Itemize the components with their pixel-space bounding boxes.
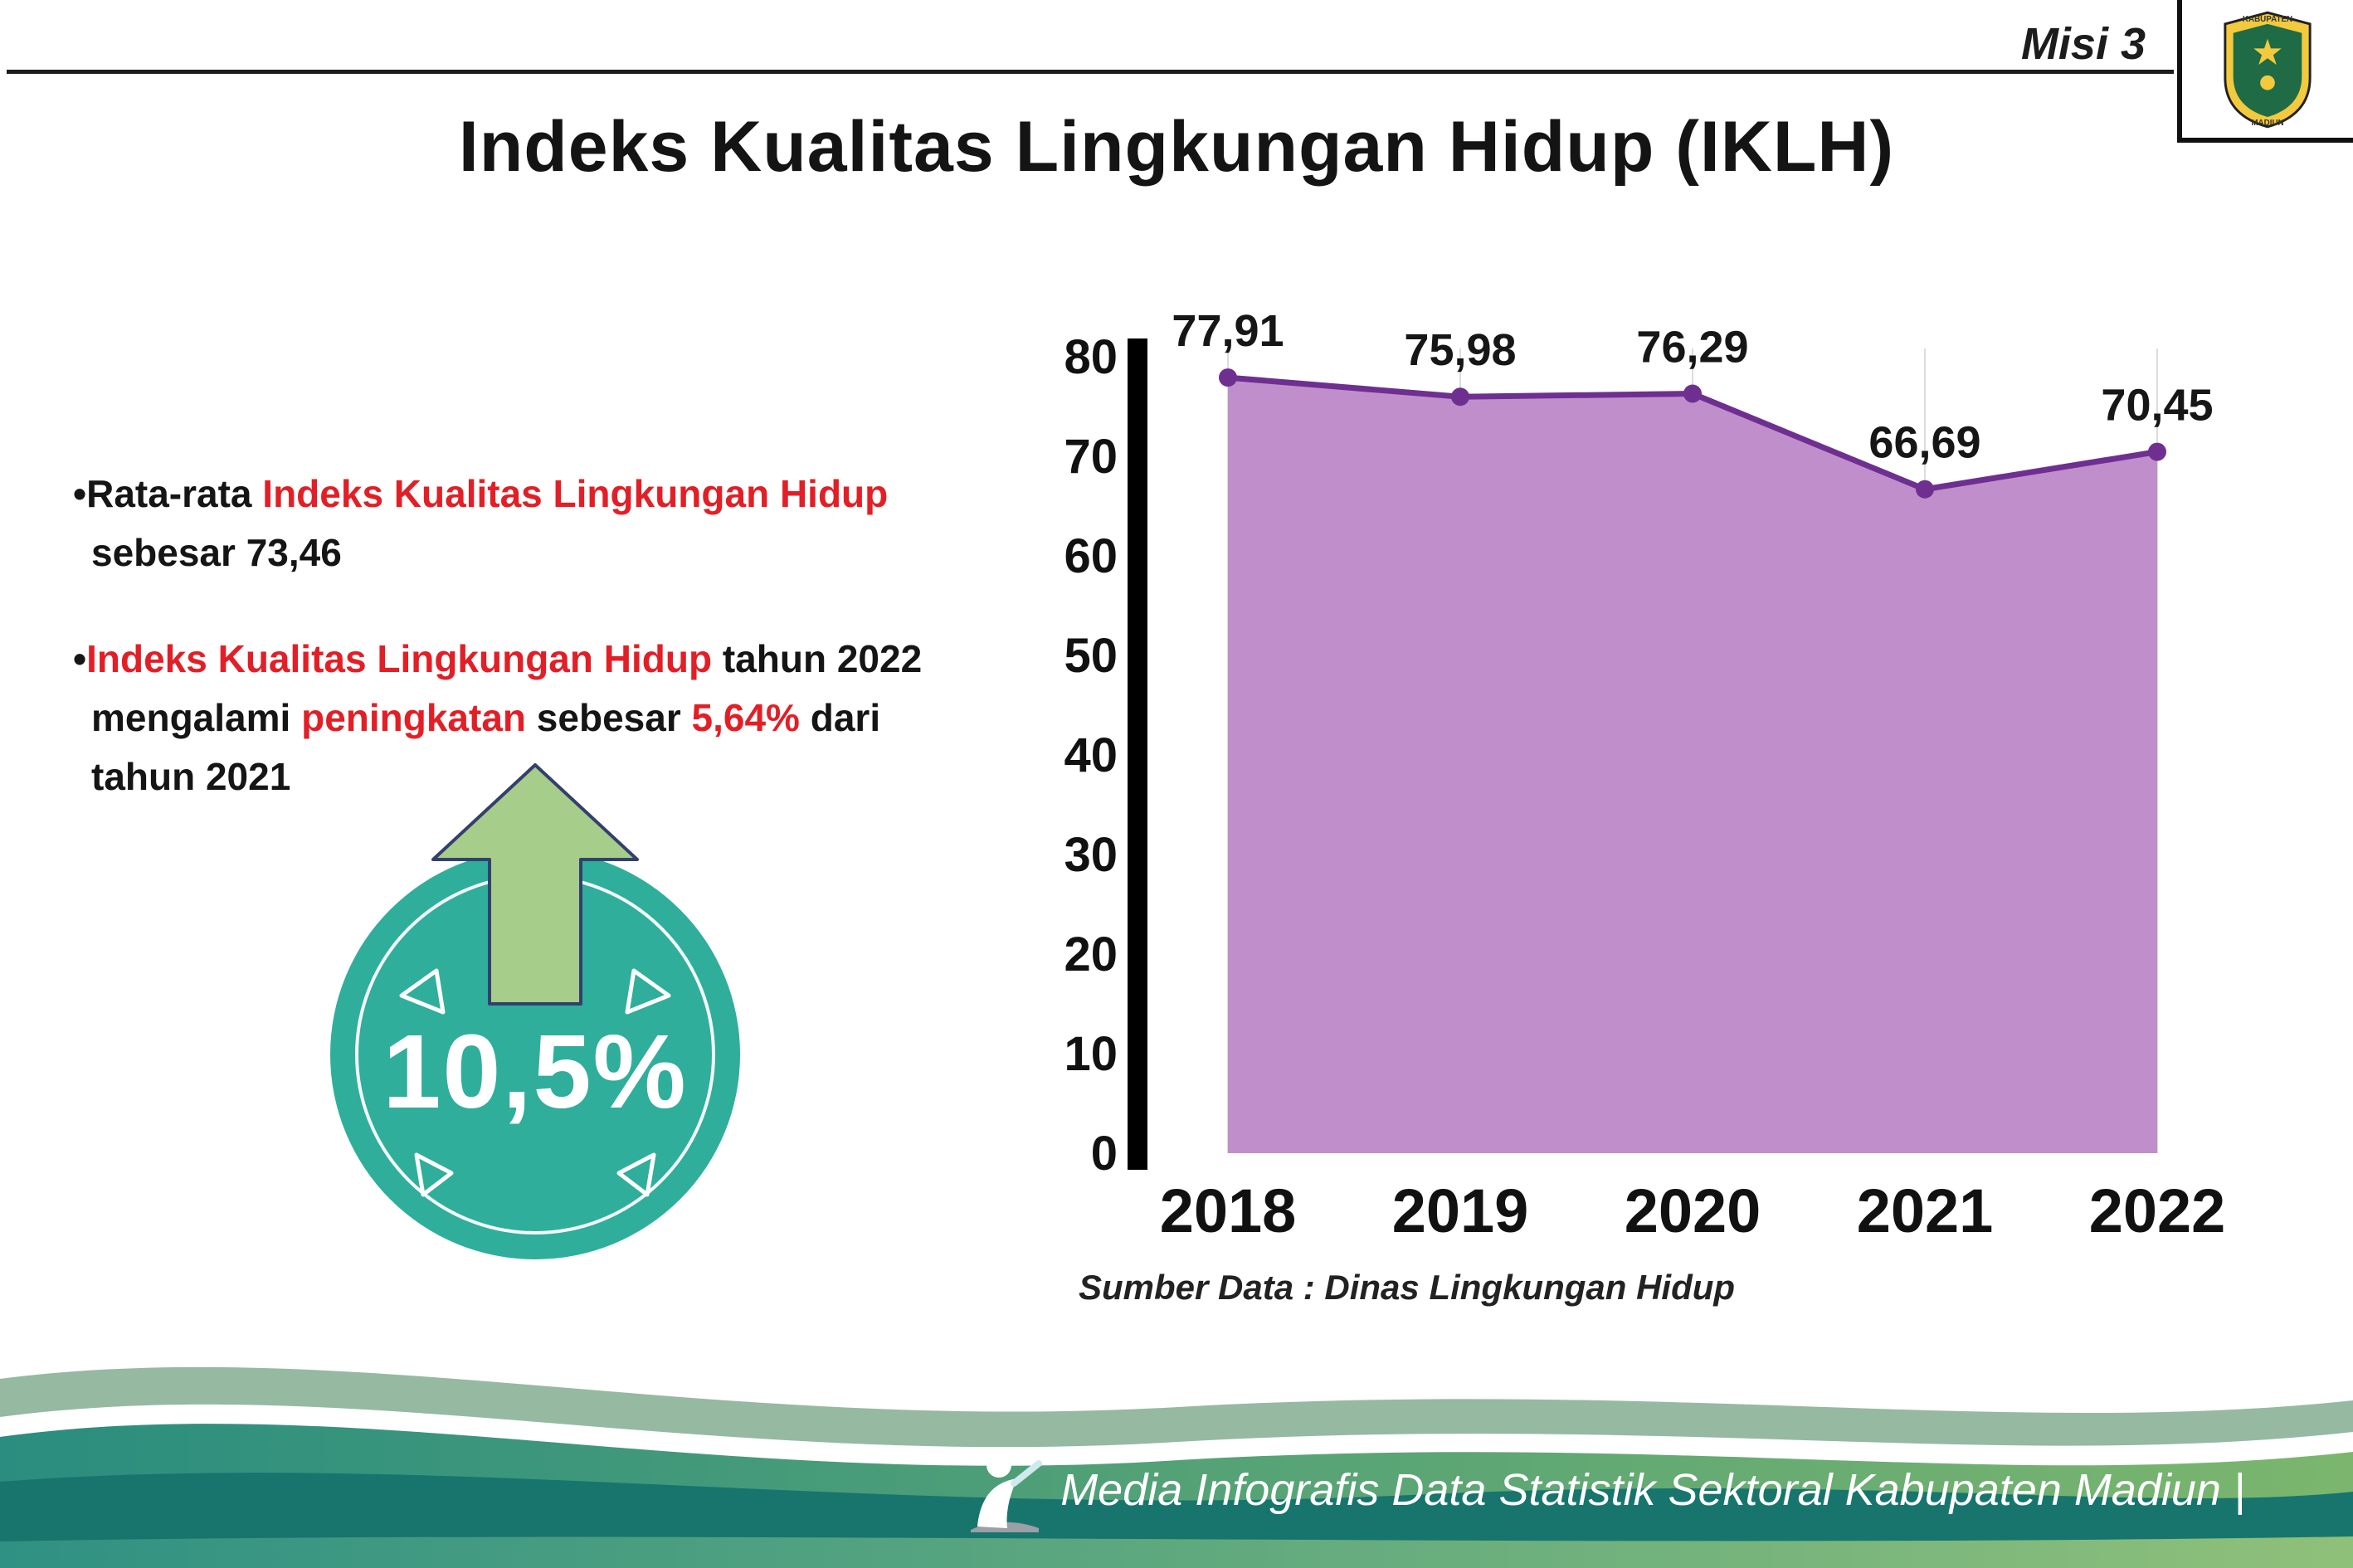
writer-head (987, 1453, 1012, 1478)
y-axis (1128, 338, 1147, 1170)
bullet-2-highlight-3: 5,64% (691, 695, 800, 739)
shield-star-icon (2253, 38, 2282, 66)
up-arrow-icon (431, 763, 639, 1006)
area-fill (1228, 377, 2157, 1153)
shield-inner (2233, 23, 2302, 118)
value-label: 75,98 (1404, 325, 1516, 375)
x-tick-label: 2019 (1392, 1176, 1529, 1244)
y-tick-label: 40 (1064, 728, 1118, 782)
writer-icon (971, 1453, 1043, 1532)
iklh-chart-svg: 77,91 75,98 76,29 66,69 70,45 0 10 20 30 40 50 60 70… (1064, 306, 2226, 1245)
kabupaten-madiun-logo: KABUPATEN MADIUN (2177, 0, 2353, 143)
bullet-2-text-4: dari (799, 695, 881, 739)
bullet-2-highlight-2: peningkatan (301, 695, 527, 739)
data-source-note: Sumber Data : Dinas Lingkungan Hidup (1079, 1268, 1736, 1307)
iklh-chart: 77,91 75,98 76,29 66,69 70,45 0 10 20 30 40 50 60 70… (1041, 290, 2244, 1245)
ring-triangle-icon (625, 968, 671, 1015)
y-tick-label: 10 (1064, 1027, 1118, 1081)
footer-wave: Media Infografis Data Statistik Sektoral… (0, 1327, 2353, 1568)
header-divider (7, 70, 2174, 74)
summary-bullets: •Rata-rata Indeks Kualitas Lingkungan Hi… (73, 465, 1011, 806)
y-tick-label: 30 (1064, 828, 1118, 882)
writer-body (977, 1478, 1018, 1528)
shield-emblem-icon (2260, 75, 2275, 90)
bullet-2-text-3: sebesar (526, 695, 692, 739)
bullet-increase-2022: •Indeks Kualitas Lingkungan Hidup tahun … (73, 630, 1011, 807)
value-label: 76,29 (1636, 323, 1748, 373)
ring-triangle-icon (616, 1152, 656, 1197)
wave-bottom (0, 1536, 2353, 1568)
bullet-1-line2: sebesar 73,46 (91, 531, 342, 575)
page-title: Indeks Kualitas Lingkungan Hidup (IKLH) (458, 107, 1895, 187)
bullet-2-text-2: mengalami (91, 695, 302, 739)
x-tick-label: 2022 (2089, 1176, 2226, 1244)
bullet-2-highlight-1: Indeks Kualitas Lingkungan Hidup (86, 636, 713, 680)
logo-top-text: KABUPATEN (2243, 15, 2292, 24)
logo-bottom-text: MADIUN (2251, 119, 2283, 128)
data-point (2148, 442, 2166, 461)
y-tick-label: 50 (1064, 629, 1118, 683)
y-tick-label: 70 (1064, 430, 1118, 484)
y-tick-label: 20 (1064, 928, 1118, 981)
x-tick-label: 2018 (1160, 1176, 1297, 1244)
bullet-1-pre: •Rata-rata (73, 472, 263, 515)
ring-triangle-icon (414, 1152, 454, 1197)
bullet-1-highlight: Indeks Kualitas Lingkungan Hidup (262, 472, 889, 515)
x-tick-label: 2021 (1857, 1176, 1994, 1244)
bullet-2-line3: tahun 2021 (91, 755, 291, 799)
value-label: 70,45 (2101, 381, 2213, 431)
badge-value: 10,5% (382, 1013, 688, 1130)
footer-waves-graphic (0, 1366, 2353, 1568)
y-tick-label: 80 (1064, 330, 1118, 384)
footer-caption-text: Media Infografis Data Statistik Sektoral… (1060, 1465, 2245, 1515)
up-arrow-shape (431, 763, 639, 1006)
writer-pen (1011, 1460, 1043, 1487)
footer-caption: Media Infografis Data Statistik Sektoral… (966, 1447, 2245, 1533)
data-point (1451, 387, 1469, 407)
data-point (1219, 368, 1237, 387)
bullet-average-iklh: •Rata-rata Indeks Kualitas Lingkungan Hi… (73, 465, 1011, 583)
data-point (1916, 480, 1934, 499)
increase-badge: 10,5% (330, 760, 740, 1261)
x-tick-label: 2020 (1625, 1176, 1761, 1244)
data-point (1683, 384, 1702, 403)
badge-triangles (399, 968, 671, 1197)
misi-label: Misi 3 (2020, 19, 2146, 69)
bullet-2-text-1: tahun 2022 (712, 636, 923, 680)
y-tick-label: 0 (1091, 1127, 1118, 1181)
kabupaten-madiun-shield: KABUPATEN MADIUN (2224, 11, 2312, 129)
value-label: 66,69 (1868, 418, 1980, 468)
bullet-2-dot: • (73, 636, 87, 680)
y-tick-label: 60 (1064, 529, 1118, 583)
ring-triangle-icon (399, 968, 446, 1015)
value-label: 77,91 (1172, 306, 1284, 356)
